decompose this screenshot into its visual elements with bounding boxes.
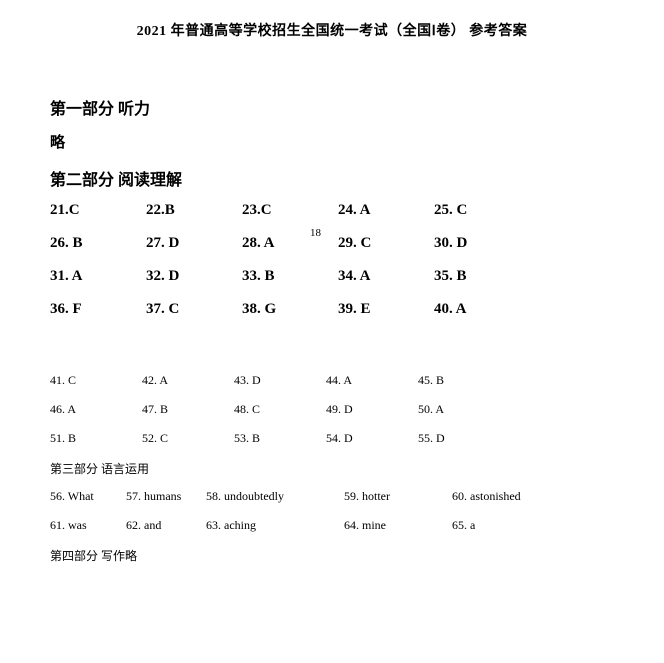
answer-cell: 38. G xyxy=(242,301,338,318)
answer-row: 56. What 57. humans 58. undoubtedly 59. … xyxy=(50,489,614,504)
answer-cell: 57. humans xyxy=(126,489,198,504)
answer-cell: 24. A xyxy=(338,202,434,219)
answer-row: 41. C 42. A 43. D 44. A 45. B xyxy=(50,373,614,388)
answer-cell: 46. A xyxy=(50,402,142,417)
answer-cell: 43. D xyxy=(234,373,326,388)
section-4-heading: 第四部分 写作略 xyxy=(50,547,614,564)
answer-cell: 25. C xyxy=(434,202,530,219)
answer-cell: 48. C xyxy=(234,402,326,417)
section-3-heading: 第三部分 语言运用 xyxy=(50,460,614,477)
answer-row: 51. B 52. C 53. B 54. D 55. D xyxy=(50,431,614,446)
answer-cell: 21.C xyxy=(50,202,146,219)
answer-cell: 34. A xyxy=(338,268,434,285)
answer-cell: 65. a xyxy=(452,518,512,533)
answer-cell: 51. B xyxy=(50,431,142,446)
answer-cell: 61. was xyxy=(50,518,118,533)
answer-cell: 35. B xyxy=(434,268,530,285)
answer-row: 36. F 37. C 38. G 39. E 40. A xyxy=(50,301,614,318)
answer-cell: 44. A xyxy=(326,373,418,388)
page-number: 18 xyxy=(310,227,321,239)
answer-row: 46. A 47. B 48. C 49. D 50. A xyxy=(50,402,614,417)
answer-cell: 45. B xyxy=(418,373,510,388)
answer-cell: 60. astonished xyxy=(452,489,552,504)
answer-cell: 36. F xyxy=(50,301,146,318)
answer-cell: 29. C xyxy=(338,235,434,252)
answer-cell: 49. D xyxy=(326,402,418,417)
answer-cell: 30. D xyxy=(434,235,530,252)
answer-row: 21.C 22.B 23.C 24. A 25. C xyxy=(50,202,614,219)
answer-cell: 37. C xyxy=(146,301,242,318)
answer-cell: 59. hotter xyxy=(344,489,444,504)
answer-cell: 33. B xyxy=(242,268,338,285)
answer-cell: 27. D xyxy=(146,235,242,252)
answer-cell: 42. A xyxy=(142,373,234,388)
answer-cell: 63. aching xyxy=(206,518,336,533)
answer-cell: 62. and xyxy=(126,518,198,533)
answer-cell: 40. A xyxy=(434,301,530,318)
answer-cell: 52. C xyxy=(142,431,234,446)
section-1-note: 略 xyxy=(50,131,614,152)
section-2-heading: 第二部分 阅读理解 xyxy=(50,166,614,190)
answer-cell: 56. What xyxy=(50,489,118,504)
answer-cell: 64. mine xyxy=(344,518,444,533)
answer-cell: 23.C xyxy=(242,202,338,219)
page: 2021 年普通高等学校招生全国统一考试（全国Ⅰ卷） 参考答案 第一部分 听力 … xyxy=(0,0,664,564)
answer-cell: 53. B xyxy=(234,431,326,446)
answer-cell: 28. A xyxy=(242,235,338,252)
answer-cell: 26. B xyxy=(50,235,146,252)
answer-row: 61. was 62. and 63. aching 64. mine 65. … xyxy=(50,518,614,533)
answer-cell: 41. C xyxy=(50,373,142,388)
answer-cell: 58. undoubtedly xyxy=(206,489,336,504)
answer-cell: 31. A xyxy=(50,268,146,285)
answer-cell: 50. A xyxy=(418,402,510,417)
answer-row: 31. A 32. D 33. B 34. A 35. B xyxy=(50,268,614,285)
answer-cell: 55. D xyxy=(418,431,510,446)
answer-cell: 32. D xyxy=(146,268,242,285)
section-1-heading: 第一部分 听力 xyxy=(50,95,614,119)
answer-cell: 39. E xyxy=(338,301,434,318)
answer-cell: 54. D xyxy=(326,431,418,446)
answer-row: 18 26. B 27. D 28. A 29. C 30. D xyxy=(50,235,614,252)
answer-cell: 22.B xyxy=(146,202,242,219)
document-title: 2021 年普通高等学校招生全国统一考试（全国Ⅰ卷） 参考答案 xyxy=(50,20,614,40)
answer-cell: 47. B xyxy=(142,402,234,417)
